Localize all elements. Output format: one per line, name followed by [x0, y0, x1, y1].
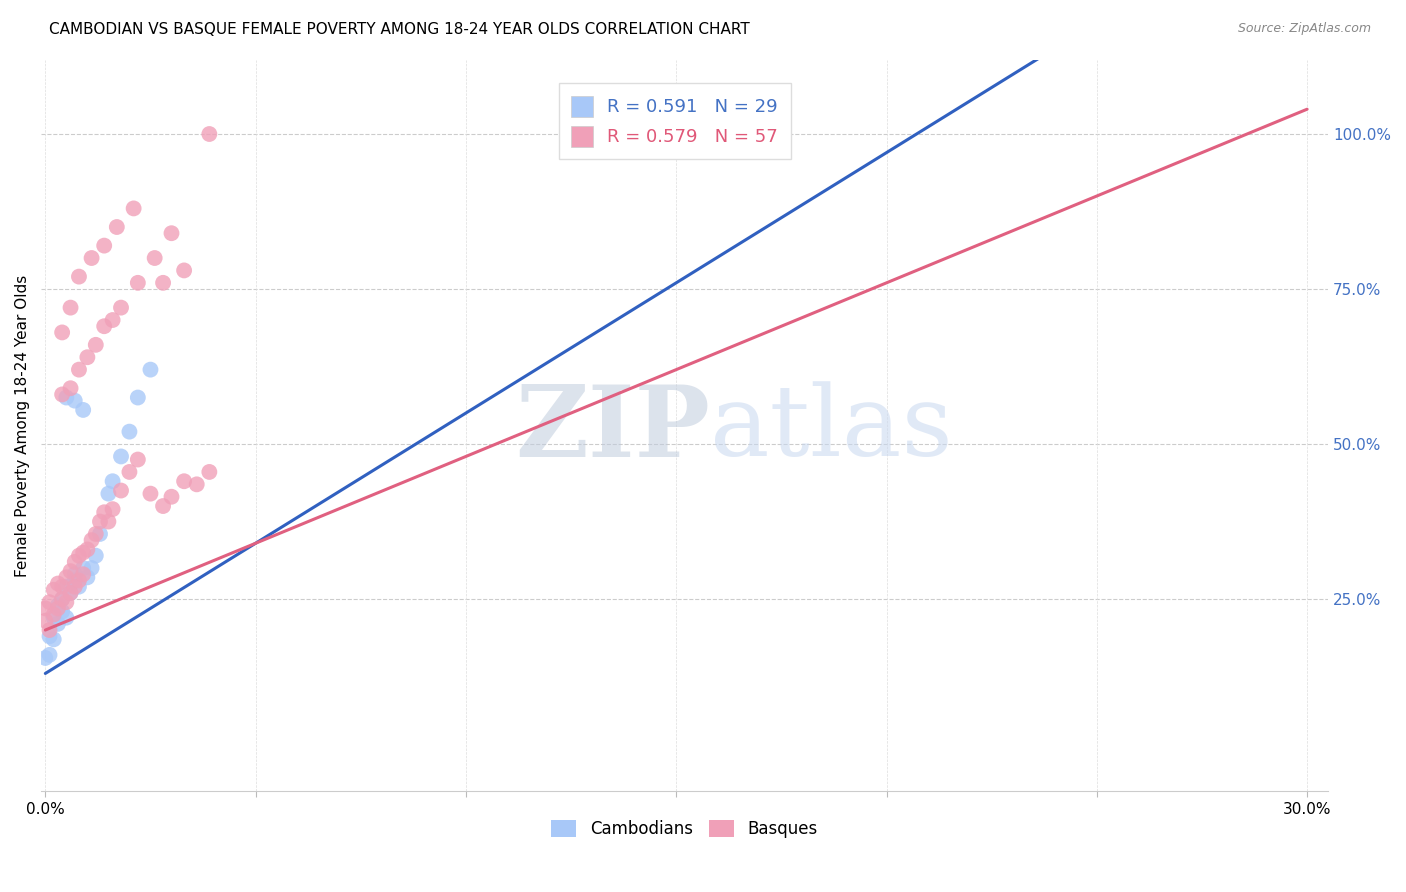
Point	[51, 580, 73, 594]
Point	[55, 595, 77, 609]
Point	[51, 592, 73, 607]
Text: ZIP: ZIP	[516, 381, 710, 477]
Point	[55, 570, 77, 584]
Point	[46, 616, 69, 631]
Point	[38, 623, 60, 637]
Point	[72, 567, 94, 582]
Point	[55, 391, 77, 405]
Text: Source: ZipAtlas.com: Source: ZipAtlas.com	[1237, 22, 1371, 36]
Point	[139, 486, 162, 500]
Point	[110, 483, 132, 498]
Point	[173, 475, 195, 489]
Point	[97, 515, 120, 529]
Point	[59, 586, 82, 600]
Text: CAMBODIAN VS BASQUE FEMALE POVERTY AMONG 18-24 YEAR OLDS CORRELATION CHART: CAMBODIAN VS BASQUE FEMALE POVERTY AMONG…	[49, 22, 749, 37]
Legend: Cambodians, Basques: Cambodians, Basques	[544, 814, 824, 845]
Point	[139, 362, 162, 376]
Point	[76, 570, 98, 584]
Point	[51, 592, 73, 607]
Point	[67, 580, 90, 594]
Point	[152, 276, 174, 290]
Point	[38, 648, 60, 662]
Point	[152, 499, 174, 513]
Point	[63, 580, 86, 594]
Text: atlas: atlas	[710, 381, 953, 477]
Point	[186, 477, 208, 491]
Point	[101, 475, 124, 489]
Point	[93, 319, 115, 334]
Point	[93, 505, 115, 519]
Point	[101, 502, 124, 516]
Point	[42, 632, 65, 647]
Point	[46, 601, 69, 615]
Point	[46, 599, 69, 613]
Point	[122, 202, 145, 216]
Point	[80, 561, 103, 575]
Point	[110, 301, 132, 315]
Point	[127, 276, 149, 290]
Point	[42, 582, 65, 597]
Point	[89, 515, 111, 529]
Point	[72, 561, 94, 575]
Point	[67, 269, 90, 284]
Point	[51, 387, 73, 401]
Point	[93, 238, 115, 252]
Point	[59, 381, 82, 395]
Point	[38, 595, 60, 609]
Point	[34, 601, 56, 615]
Y-axis label: Female Poverty Among 18-24 Year Olds: Female Poverty Among 18-24 Year Olds	[15, 275, 30, 576]
Point	[67, 549, 90, 563]
Point	[34, 651, 56, 665]
Point	[84, 549, 107, 563]
Point	[84, 527, 107, 541]
Point	[51, 604, 73, 618]
Point	[63, 574, 86, 588]
Point	[198, 465, 221, 479]
Point	[51, 326, 73, 340]
Point	[76, 542, 98, 557]
Point	[105, 220, 128, 235]
Point	[80, 251, 103, 265]
Point	[63, 555, 86, 569]
Point	[72, 545, 94, 559]
Point	[59, 564, 82, 578]
Point	[198, 127, 221, 141]
Point	[97, 486, 120, 500]
Point	[67, 362, 90, 376]
Point	[76, 350, 98, 364]
Point	[160, 490, 183, 504]
Point	[118, 465, 141, 479]
Point	[46, 576, 69, 591]
Point	[67, 574, 90, 588]
Point	[55, 580, 77, 594]
Point	[173, 263, 195, 277]
Point	[55, 610, 77, 624]
Point	[118, 425, 141, 439]
Point	[143, 251, 166, 265]
Point	[127, 452, 149, 467]
Point	[59, 301, 82, 315]
Point	[80, 533, 103, 548]
Point	[84, 338, 107, 352]
Point	[72, 403, 94, 417]
Point	[160, 226, 183, 240]
Point	[110, 450, 132, 464]
Point	[127, 391, 149, 405]
Point	[63, 567, 86, 582]
Point	[101, 313, 124, 327]
Point	[42, 607, 65, 622]
Point	[42, 610, 65, 624]
Point	[59, 586, 82, 600]
Point	[89, 527, 111, 541]
Point	[63, 393, 86, 408]
Point	[34, 614, 56, 628]
Point	[38, 629, 60, 643]
